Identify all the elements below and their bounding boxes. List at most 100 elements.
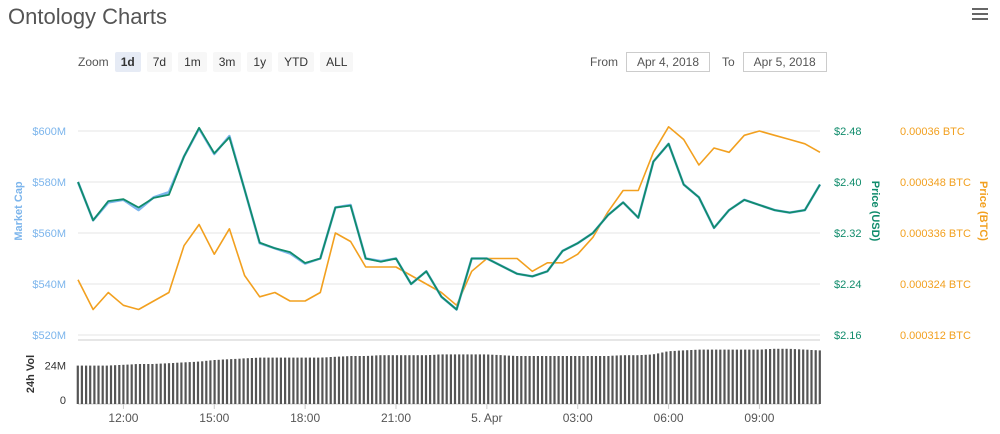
- price-btc-tick-label: 0.00036 BTC: [900, 126, 965, 138]
- to-label: To: [722, 55, 735, 69]
- volume-bar: [470, 354, 473, 404]
- price-usd-tick-label: $2.24: [834, 279, 862, 291]
- volume-bar: [802, 349, 805, 404]
- volume-bar: [698, 349, 701, 404]
- volume-bar: [196, 361, 200, 404]
- volume-bar: [507, 355, 510, 404]
- zoom-3m-button[interactable]: 3m: [212, 52, 242, 72]
- to-date-input[interactable]: Apr 5, 2018: [742, 52, 827, 72]
- volume-bar: [433, 354, 436, 404]
- volume-bar: [254, 357, 258, 404]
- volume-bar: [532, 356, 535, 404]
- volume-bar: [586, 356, 589, 404]
- volume-bar: [242, 358, 245, 404]
- hamburger-menu-icon[interactable]: [972, 8, 988, 22]
- price-usd-line: [77, 126, 821, 311]
- volume-bar: [628, 355, 631, 404]
- zoom-1y-button[interactable]: 1y: [247, 52, 273, 72]
- zoom-1m-button[interactable]: 1m: [178, 52, 207, 72]
- volume-bar: [184, 362, 187, 404]
- x-tick-label: 15:00: [199, 411, 229, 425]
- price-btc-tick-label: 0.000348 BTC: [900, 177, 971, 189]
- volume-bar: [441, 354, 444, 404]
- volume-bar: [134, 364, 137, 404]
- volume-bar: [565, 356, 568, 404]
- volume-bar: [536, 356, 539, 404]
- volume-bar: [723, 349, 726, 404]
- market-cap-tick-label: $520M: [32, 330, 66, 342]
- volume-bar: [209, 360, 212, 404]
- volume-bar: [350, 356, 353, 404]
- volume-bar: [636, 355, 639, 404]
- volume-bar: [101, 365, 104, 404]
- zoom-all-button[interactable]: ALL: [320, 52, 354, 72]
- price-usd-tick-label: $2.16: [834, 330, 862, 342]
- volume-bar: [288, 357, 291, 404]
- volume-bar: [578, 356, 581, 404]
- x-tick-label: 06:00: [654, 411, 684, 425]
- volume-bar: [789, 348, 792, 404]
- market-cap-axis-title: Market Cap: [13, 181, 25, 241]
- volume-bar: [167, 363, 171, 404]
- volume-bar: [557, 356, 560, 404]
- volume-bar: [744, 349, 747, 404]
- price-btc-line: [77, 126, 821, 311]
- price-btc-tick-label: 0.000324 BTC: [900, 279, 971, 291]
- volume-bar: [719, 349, 722, 404]
- from-date-input[interactable]: Apr 4, 2018: [626, 52, 710, 72]
- volume-bar: [371, 355, 374, 404]
- volume-bar: [739, 349, 743, 404]
- volume-bar: [727, 349, 730, 404]
- zoom-ytd-button[interactable]: YTD: [278, 52, 315, 72]
- volume-bar: [590, 356, 593, 404]
- volume-bar: [76, 365, 79, 404]
- volume-bar: [346, 356, 349, 404]
- volume-bar: [499, 355, 502, 404]
- volume-bar: [138, 364, 142, 404]
- volume-bar: [615, 355, 618, 404]
- volume-bar: [781, 348, 784, 404]
- price-usd-axis-title: Price (USD): [869, 181, 881, 242]
- volume-bar: [777, 348, 780, 404]
- volume-bar: [325, 357, 328, 404]
- volume-bar: [275, 357, 278, 404]
- volume-bar: [85, 365, 88, 404]
- volume-bar: [263, 357, 266, 404]
- volume-bar: [607, 356, 610, 404]
- volume-bar: [657, 353, 660, 404]
- volume-bar: [176, 362, 179, 404]
- volume-bar: [333, 356, 336, 404]
- zoom-7d-button[interactable]: 7d: [146, 52, 173, 72]
- volume-bar: [570, 356, 573, 404]
- volume-bar: [541, 356, 544, 404]
- volume-bar: [760, 349, 763, 404]
- volume-bar: [279, 357, 282, 404]
- price-usd-tick-label: $2.48: [834, 126, 862, 138]
- volume-bar: [317, 357, 320, 404]
- volume-bars: [76, 348, 821, 404]
- page-title: Ontology Charts: [8, 4, 167, 29]
- volume-bar: [395, 355, 399, 404]
- x-tick-label: 09:00: [744, 411, 774, 425]
- volume-bar: [114, 365, 117, 404]
- volume-bar: [574, 356, 577, 404]
- zoom-label: Zoom: [78, 55, 109, 69]
- volume-bar: [304, 357, 307, 404]
- zoom-1d-button[interactable]: 1d: [114, 52, 141, 72]
- x-tick-label: 18:00: [290, 411, 320, 425]
- volume-bar: [329, 357, 332, 404]
- volume-bar: [482, 354, 486, 404]
- volume-tick-label: 0: [60, 395, 66, 407]
- volume-bar: [731, 349, 734, 404]
- volume-bar: [105, 365, 108, 404]
- x-tick-label: 21:00: [381, 411, 411, 425]
- volume-bar: [594, 356, 598, 404]
- volume-bar: [354, 356, 357, 404]
- volume-bar: [582, 356, 585, 404]
- volume-bar: [524, 356, 527, 404]
- market-cap-tick-label: $560M: [32, 228, 66, 240]
- volume-bar: [383, 355, 386, 404]
- volume-bar: [408, 355, 411, 404]
- volume-bar: [80, 365, 83, 404]
